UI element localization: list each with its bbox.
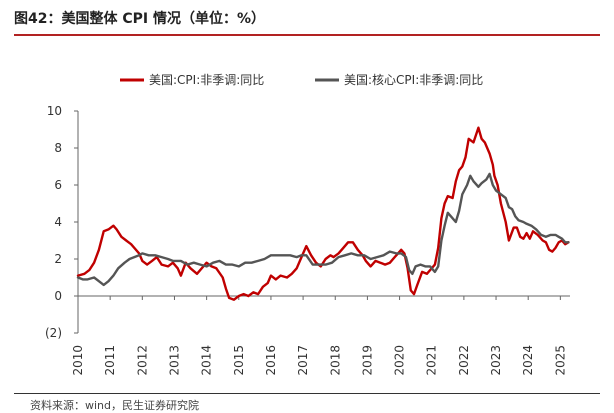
- x-tick-label: 2024: [521, 345, 535, 376]
- title-underline: [14, 34, 600, 36]
- y-axis: 10 8 6 4 2 0 (2): [45, 104, 79, 340]
- x-tick-label: 2020: [393, 345, 407, 376]
- source-note: 资料来源：wind，民生证券研究院: [30, 399, 200, 412]
- y-tick-label: 2: [54, 252, 62, 266]
- x-tick-label: 2010: [71, 345, 85, 376]
- x-tick-label: 2022: [457, 345, 471, 376]
- y-tick-label: 6: [54, 178, 62, 192]
- x-tick-label: 2014: [200, 345, 214, 376]
- x-tick-label: 2013: [167, 345, 181, 376]
- page-title: 图42：美国整体 CPI 情况（单位：%）: [14, 11, 266, 27]
- x-tick-label: 2025: [553, 345, 567, 376]
- x-tick-label: 2011: [103, 345, 117, 376]
- series-line-1: [76, 126, 570, 301]
- x-tick-label: 2018: [328, 345, 342, 376]
- x-tick-label: 2023: [489, 345, 503, 376]
- x-tick-label: 2012: [135, 345, 149, 376]
- x-tick-label: 2015: [232, 345, 246, 376]
- footer-rule: [14, 393, 600, 394]
- series-line-2: [76, 172, 570, 287]
- legend-label-1: 美国:CPI:非季调:同比: [149, 73, 264, 87]
- x-tick-label: 2017: [296, 345, 310, 376]
- chart-legend: 美国:CPI:非季调:同比 美国:核心CPI:非季调:同比: [120, 73, 483, 87]
- y-tick-label: 8: [54, 141, 62, 155]
- chart-series-lines: [76, 126, 570, 301]
- legend-label-2: 美国:核心CPI:非季调:同比: [344, 73, 483, 87]
- x-tick-label: 2021: [425, 345, 439, 376]
- y-tick-label: 10: [47, 104, 62, 118]
- x-tick-label: 2016: [264, 345, 278, 376]
- y-tick-label: 4: [54, 215, 62, 229]
- x-axis: 2010 2011 2012 2013 2014 2015 2016 2017 2018 2019…: [71, 295, 570, 376]
- x-tick-label: 2019: [360, 345, 374, 376]
- y-tick-label: 0: [54, 289, 62, 303]
- y-tick-label: (2): [45, 326, 62, 340]
